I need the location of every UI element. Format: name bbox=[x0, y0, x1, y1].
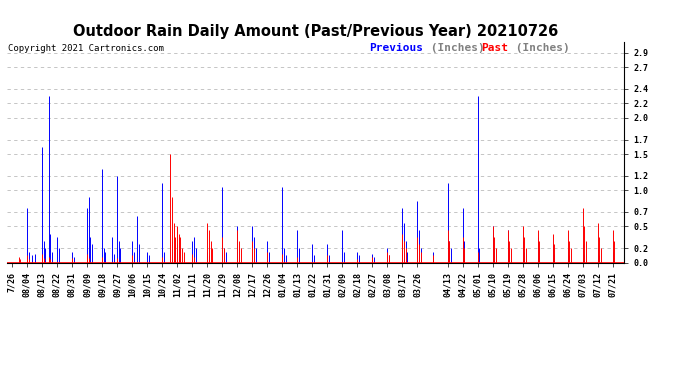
Text: Previous: Previous bbox=[369, 43, 423, 52]
Text: (Inches): (Inches) bbox=[509, 43, 570, 52]
Text: Copyright 2021 Cartronics.com: Copyright 2021 Cartronics.com bbox=[8, 44, 164, 52]
Title: Outdoor Rain Daily Amount (Past/Previous Year) 20210726: Outdoor Rain Daily Amount (Past/Previous… bbox=[73, 24, 558, 39]
Text: Past: Past bbox=[482, 43, 509, 52]
Text: (Inches): (Inches) bbox=[424, 43, 485, 52]
